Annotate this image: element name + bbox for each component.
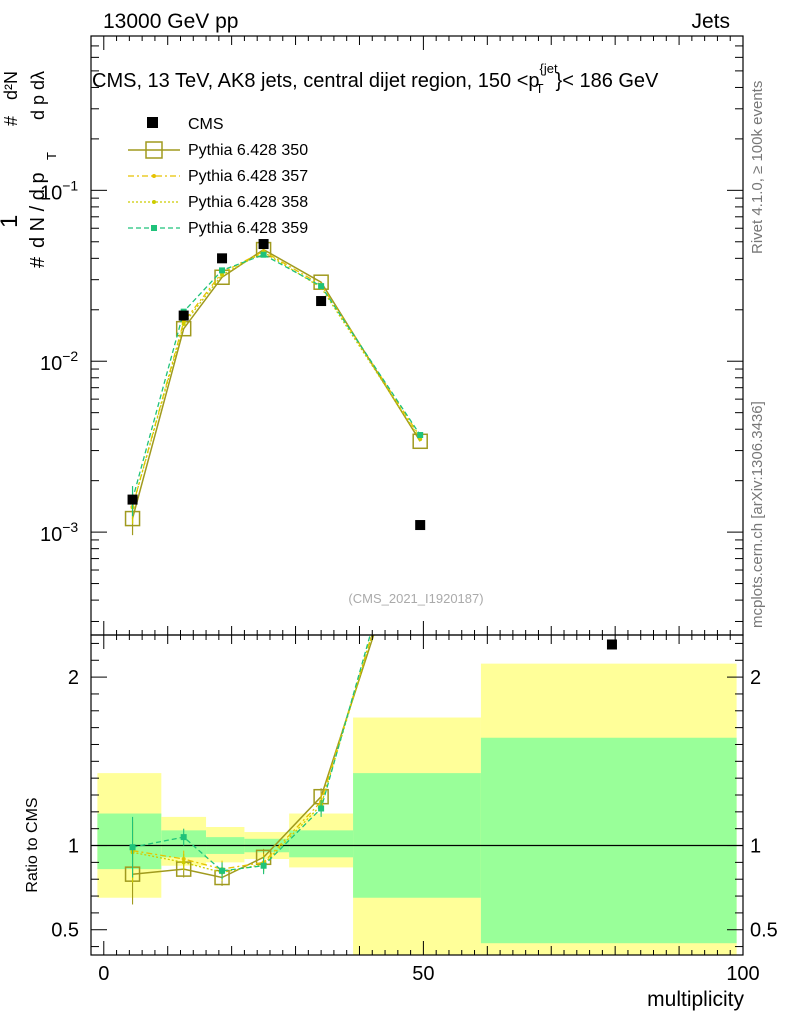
y-tick-label-0: 10−1: [40, 177, 78, 204]
analysis-watermark: (CMS_2021_I1920187): [348, 591, 483, 606]
main-point-358-2: [220, 272, 225, 277]
header-jets: Jets: [691, 10, 730, 33]
title-end: }< 186 GeV: [556, 70, 660, 92]
plot-title: CMS, 13 TeV, AK8 jets, central dijet reg…: [92, 61, 659, 96]
legend-label-357: Pythia 6.428 357: [188, 168, 308, 185]
main-point-359-3: [260, 251, 267, 258]
ratio-line-359: [132, 635, 371, 872]
legend-label-cms: CMS: [188, 116, 224, 133]
title-sup: {jet: [540, 61, 558, 76]
y-tick-base-2: 10: [40, 524, 62, 546]
y-tick-exp-0: −1: [62, 177, 78, 193]
main-ylabel: # 1 d N / d p T # d²N d p dλ: [0, 71, 59, 268]
ry-label-left-0: 0.5: [51, 920, 79, 942]
title-main: CMS, 13 TeV, AK8 jets, central dijet reg…: [92, 70, 540, 92]
cms-point-6: [606, 639, 617, 650]
main-point-359-4: [318, 283, 325, 290]
ratio-ylabel: Ratio to CMS: [24, 797, 41, 892]
legend-label-358: Pythia 6.428 358: [188, 194, 308, 211]
rivet-label: Rivet 4.1.0, ≥ 100k events: [749, 81, 766, 254]
legend-label-359: Pythia 6.428 359: [188, 220, 308, 237]
main-point-359-5: [417, 432, 424, 439]
ratio-uncertainty-bands: [97, 663, 737, 955]
ratio-point-358-5: [418, 473, 422, 477]
cms-point-0: [127, 494, 138, 505]
legend-marker-357: [152, 174, 156, 178]
ry-label-right-2: 2: [750, 667, 761, 689]
cms-point-3: [258, 239, 269, 250]
x-axis-label: multiplicity: [647, 988, 744, 1011]
ratio-point-359-2: [219, 867, 226, 874]
ylabel-dn-dpt: d N / d p: [27, 172, 49, 248]
ratio-panel-marks: [91, 455, 743, 905]
mcplots-label: mcplots.cern.ch [arXiv:1306.3436]: [749, 401, 766, 628]
cms-point-5: [415, 520, 426, 531]
x-tick-label-50: 50: [412, 963, 434, 985]
header-energy: 13000 GeV pp: [103, 10, 238, 33]
ry-label-right-0: 0.5: [750, 920, 778, 942]
title-sub: T: [536, 81, 544, 96]
cms-point-1: [178, 310, 189, 321]
main-panel-marks: [124, 241, 428, 536]
cms-point-4: [316, 296, 327, 307]
main-point-358-1: [181, 322, 186, 327]
y-tick-label-1: 10−2: [40, 348, 78, 375]
main-line-357: [131, 250, 421, 508]
legend-marker-358: [152, 200, 156, 204]
ry-label-left-2: 2: [68, 667, 79, 689]
main-line-350: [131, 248, 421, 519]
main-point-358-5: [418, 437, 423, 442]
ylabel-d2n: d²N: [1, 71, 21, 100]
ratio-point-359-0: [129, 844, 136, 851]
ratio-point-357-5: [418, 473, 422, 477]
ry-label-left-1: 1: [68, 836, 79, 858]
ratio-point-358-1: [181, 860, 186, 865]
y-tick-base-1: 10: [40, 353, 62, 375]
x-tick-label-0: 0: [98, 963, 109, 985]
ratio-point-359-1: [180, 834, 187, 841]
legend-marker-350: [145, 141, 163, 159]
main-point-359-2: [219, 267, 226, 274]
ylabel-sub-t: T: [44, 152, 59, 160]
cms-point-2: [217, 253, 228, 264]
band-inner-4: [289, 830, 354, 858]
ylabel-hash1: #: [27, 256, 49, 268]
legend-marker-359: [151, 225, 157, 231]
ylabel-den: d p dλ: [28, 71, 48, 120]
ratio-point-359-3: [260, 862, 267, 869]
y-tick-exp-1: −2: [62, 348, 78, 364]
y-tick-label-2: 10−3: [40, 519, 78, 546]
legend-label-350: Pythia 6.428 350: [188, 142, 308, 159]
ylabel-one: 1: [0, 215, 23, 228]
band-inner-6: [480, 737, 737, 944]
main-line-359: [131, 253, 421, 500]
x-tick-label-100: 100: [726, 963, 759, 985]
legend-marker-cms: [147, 117, 158, 128]
legend: CMS Pythia 6.428 350 Pythia 6.428 357 Py…: [128, 116, 308, 237]
ratio-point-350-5: [413, 485, 427, 499]
band-inner-0: [97, 813, 162, 870]
y-tick-base-0: 10: [40, 182, 62, 204]
ylabel-hash2: #: [1, 116, 21, 126]
ratio-line-357: [132, 635, 373, 870]
y-tick-exp-2: −3: [62, 519, 78, 535]
band-inner-5: [353, 773, 481, 898]
ratio-point-359-4: [318, 805, 325, 812]
ratio-point-359-5: [417, 455, 423, 461]
main-line-358: [131, 251, 421, 508]
ry-label-right-1: 1: [750, 836, 761, 858]
